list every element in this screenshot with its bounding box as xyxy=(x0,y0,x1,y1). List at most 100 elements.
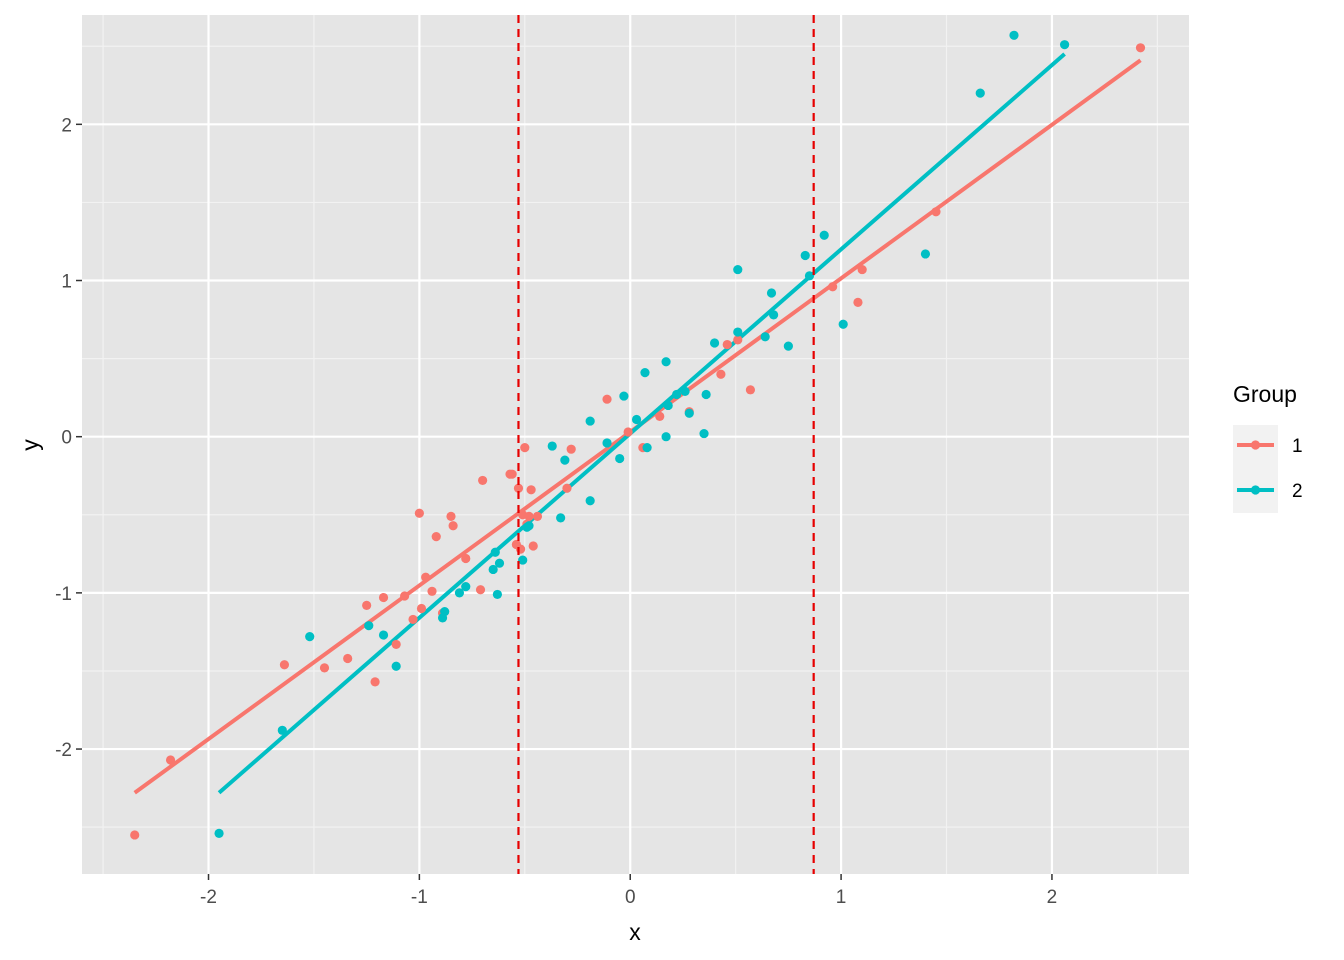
point-series-1 xyxy=(408,614,418,625)
data-points xyxy=(130,30,1146,840)
point-series-1 xyxy=(853,297,863,307)
point-series-2 xyxy=(1009,30,1019,40)
point-series-1 xyxy=(370,677,380,687)
point-series-1 xyxy=(507,469,517,479)
point-series-2 xyxy=(640,368,650,378)
point-series-1 xyxy=(532,511,543,521)
x-tick-label: -2 xyxy=(200,887,217,908)
point-series-2 xyxy=(701,389,711,400)
point-series-2 xyxy=(378,630,389,640)
point-series-1 xyxy=(165,755,176,765)
point-series-1 xyxy=(513,483,524,493)
y-axis-ticks: -2 -1 0 1 2 xyxy=(55,115,82,761)
point-series-2 xyxy=(556,513,566,523)
point-series-1 xyxy=(446,511,456,521)
x-tick-label: 2 xyxy=(1047,887,1058,908)
point-series-1 xyxy=(828,282,838,292)
point-series-1 xyxy=(566,444,576,454)
point-series-2 xyxy=(672,389,682,400)
y-tick-label: 0 xyxy=(61,428,72,449)
point-series-1 xyxy=(515,544,526,554)
reference-lines xyxy=(517,15,815,874)
legend-key-point-2 xyxy=(1250,485,1261,495)
point-series-2 xyxy=(518,555,528,565)
point-series-2 xyxy=(838,319,848,329)
point-series-1 xyxy=(623,427,633,437)
point-series-2 xyxy=(631,414,642,425)
point-series-2 xyxy=(585,416,595,426)
y-tick-label: -2 xyxy=(55,740,72,761)
point-series-2 xyxy=(766,288,777,298)
point-series-1 xyxy=(602,394,612,404)
x-tick-label: -1 xyxy=(411,887,428,908)
point-series-2 xyxy=(760,332,770,342)
point-series-2 xyxy=(619,391,629,401)
point-series-1 xyxy=(655,411,665,421)
legend-key-background xyxy=(1233,425,1278,513)
point-series-1 xyxy=(416,603,427,614)
point-series-2 xyxy=(585,496,595,506)
point-series-1 xyxy=(427,586,437,596)
x-axis-ticks: -2 -1 0 1 2 xyxy=(200,874,1057,908)
fit-lines xyxy=(133,52,1142,795)
point-series-2 xyxy=(783,341,793,351)
y-tick-label: 2 xyxy=(61,115,72,136)
point-series-1 xyxy=(716,369,726,379)
point-series-1 xyxy=(528,541,538,551)
y-tick-label: -1 xyxy=(55,584,72,605)
point-series-2 xyxy=(494,558,505,568)
point-series-1 xyxy=(431,532,441,542)
point-series-2 xyxy=(804,271,815,281)
legend-label-2: 2 xyxy=(1292,481,1303,502)
point-series-1 xyxy=(461,553,471,564)
y-axis-title: y xyxy=(17,439,43,451)
point-series-2 xyxy=(1059,40,1070,50)
y-tick-label: 1 xyxy=(61,272,72,293)
point-series-1 xyxy=(562,483,572,493)
point-series-2 xyxy=(454,588,465,598)
point-series-2 xyxy=(547,441,557,451)
point-series-2 xyxy=(642,443,652,453)
point-series-1 xyxy=(857,264,867,275)
point-series-1 xyxy=(745,385,756,395)
x-tick-label: 1 xyxy=(836,887,847,908)
point-series-1 xyxy=(400,591,410,601)
point-series-2 xyxy=(684,408,694,418)
point-series-2 xyxy=(733,327,743,337)
point-series-2 xyxy=(277,725,287,735)
point-series-2 xyxy=(305,632,315,642)
point-series-2 xyxy=(615,453,625,464)
point-series-1 xyxy=(378,592,389,603)
point-series-1 xyxy=(362,600,372,610)
legend-title: Group xyxy=(1233,381,1297,407)
point-series-2 xyxy=(461,582,471,592)
point-series-2 xyxy=(364,621,374,631)
point-series-2 xyxy=(661,357,671,367)
point-series-1 xyxy=(1135,43,1146,53)
point-series-2 xyxy=(769,310,779,320)
point-series-2 xyxy=(490,547,500,557)
point-series-1 xyxy=(722,339,732,350)
point-series-1 xyxy=(421,572,431,582)
legend-key-point-1 xyxy=(1250,440,1261,450)
point-series-2 xyxy=(488,564,498,575)
point-series-2 xyxy=(920,249,931,259)
point-series-2 xyxy=(661,432,671,442)
point-series-1 xyxy=(524,511,534,521)
point-series-2 xyxy=(699,428,709,439)
point-series-1 xyxy=(475,585,486,595)
point-series-1 xyxy=(520,443,530,453)
point-series-2 xyxy=(680,386,690,396)
point-series-2 xyxy=(214,828,224,838)
point-series-2 xyxy=(560,455,570,465)
point-series-1 xyxy=(448,521,458,531)
point-series-1 xyxy=(130,830,140,840)
point-series-1 xyxy=(931,207,941,217)
point-series-2 xyxy=(709,338,720,348)
x-axis-title: x xyxy=(629,919,641,945)
point-series-2 xyxy=(602,438,612,448)
fit-line-series-2 xyxy=(217,52,1066,795)
point-series-1 xyxy=(526,485,536,495)
point-series-2 xyxy=(492,589,502,600)
legend-label-1: 1 xyxy=(1292,436,1303,457)
